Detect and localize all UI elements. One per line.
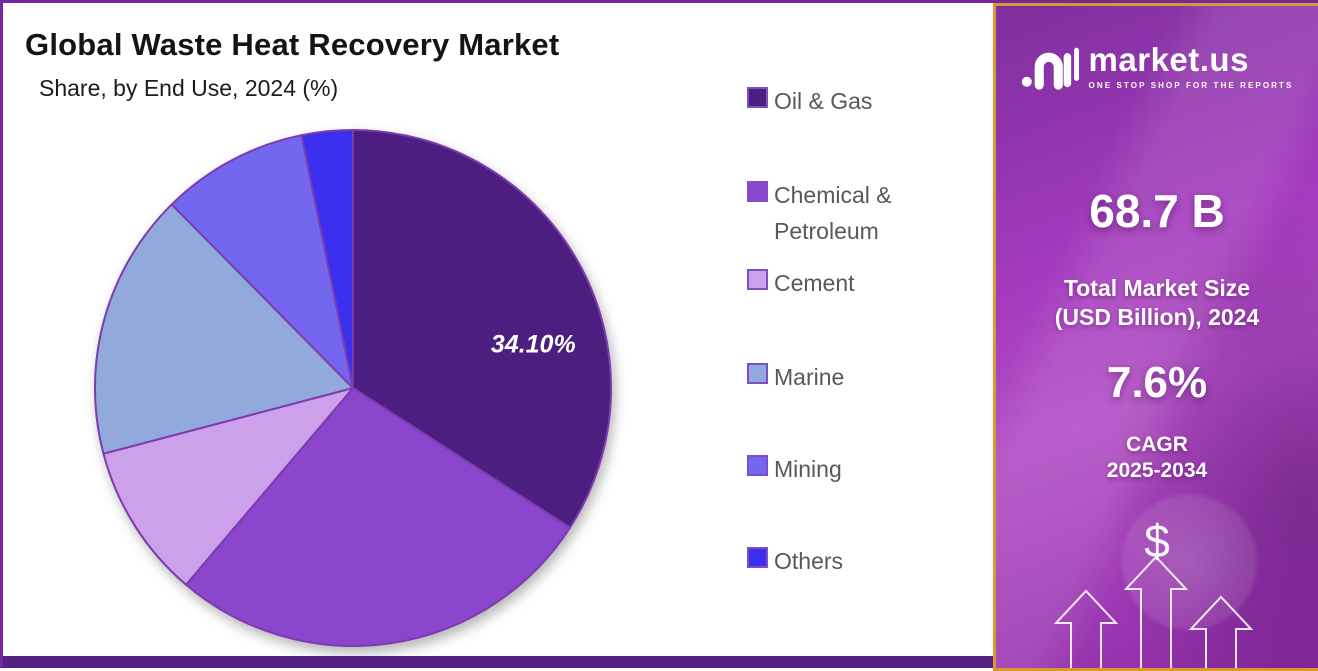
legend-swatch-icon [747, 87, 768, 108]
market-size-label-line2: (USD Billion), 2024 [1054, 304, 1260, 330]
legend-item-others: Others [747, 543, 843, 579]
market-size-label-line1: Total Market Size [1063, 275, 1251, 301]
page-subtitle: Share, by End Use, 2024 (%) [39, 75, 339, 101]
brand-sidebar: market.us ONE STOP SHOP FOR THE REPORTS … [993, 3, 1318, 671]
cagr-label-line1: CAGR [1126, 433, 1188, 456]
legend-label: Oil & Gas [774, 88, 873, 114]
legend-label: Mining [774, 456, 842, 482]
market-size-label: Total Market Size (USD Billion), 2024 [996, 274, 1318, 332]
legend-swatch-icon [747, 269, 768, 290]
brand-tagline: ONE STOP SHOP FOR THE REPORTS [1088, 80, 1294, 90]
pie-slice-4 [170, 134, 354, 389]
pie-slice-2 [102, 387, 354, 586]
marketus-logo-icon [1021, 47, 1079, 90]
market-size-value: 68.7 B [1089, 185, 1225, 237]
bottom-bar [3, 656, 1318, 668]
legend-item-chemical-petroleum: Chemical & Petroleum [747, 177, 952, 249]
brand-row: market.us ONE STOP SHOP FOR THE REPORTS [996, 40, 1318, 92]
legend-item-oil-gas: Oil & Gas [747, 83, 872, 119]
legend-item-cement: Cement [747, 265, 855, 301]
pie-slice-1 [185, 387, 571, 647]
cagr-value: 7.6% [1106, 358, 1208, 407]
legend: Oil & Gas Chemical & Petroleum Cement Ma… [747, 3, 987, 603]
pie-slice-3 [93, 203, 354, 455]
pie-chart: 34.10% [93, 129, 613, 647]
chart-area: Global Waste Heat Recovery Market Share,… [3, 3, 993, 671]
cagr-label-line2: 2025-2034 [1106, 459, 1208, 482]
brand-name: market.us [1088, 40, 1249, 78]
legend-label: Others [774, 548, 844, 574]
legend-label: Cement [774, 270, 855, 296]
legend-label: Chemical & Petroleum [774, 182, 892, 244]
legend-swatch-icon [747, 547, 768, 568]
growth-arrows-icon [1053, 555, 1254, 668]
pie-slice-0 [352, 129, 613, 529]
pie-slice-5 [300, 129, 354, 389]
legend-item-mining: Mining [747, 451, 842, 487]
pie-data-label: 34.10% [491, 330, 576, 358]
cagr-label: CAGR 2025-2034 [996, 432, 1318, 484]
brand-text: market.us ONE STOP SHOP FOR THE REPORTS [1089, 43, 1294, 90]
legend-swatch-icon [747, 363, 768, 384]
legend-swatch-icon [747, 455, 768, 476]
page-title: Global Waste Heat Recovery Market [25, 27, 560, 62]
legend-item-marine: Marine [747, 359, 844, 395]
legend-swatch-icon [747, 181, 768, 202]
legend-label: Marine [774, 364, 845, 390]
